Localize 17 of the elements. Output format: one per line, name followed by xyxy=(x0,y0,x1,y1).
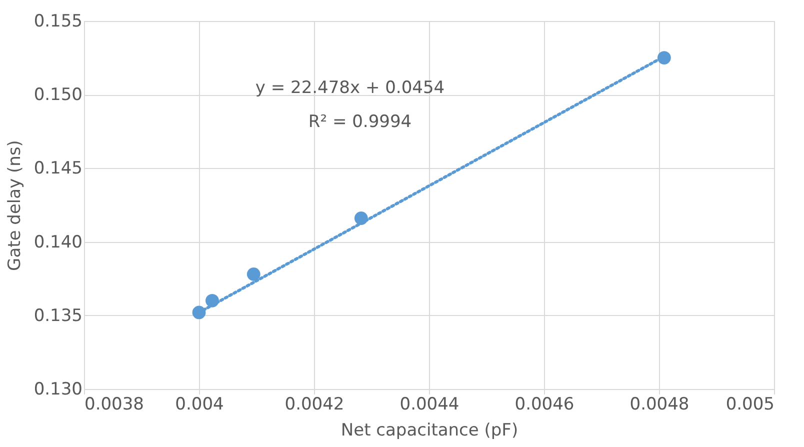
x-tick-label: 0.0038 xyxy=(84,394,144,414)
x-tick-label: 0.0042 xyxy=(284,394,344,414)
x-axis-title: Net capacitance (pF) xyxy=(340,420,518,440)
y-tick-label: 0.140 xyxy=(34,232,82,252)
x-tick-label: 0.0046 xyxy=(514,394,574,414)
y-tick-label: 0.130 xyxy=(34,380,82,400)
y-tick-label: 0.155 xyxy=(34,12,82,32)
y-tick-label: 0.145 xyxy=(34,158,82,179)
y-tick-label: 0.150 xyxy=(34,85,82,106)
x-tick-label: 0.0048 xyxy=(630,394,690,414)
annotation: R² = 0.9994 xyxy=(308,112,412,132)
x-tick-label: 0.004 xyxy=(175,394,224,414)
x-tick-label: 0.005 xyxy=(726,394,774,414)
y-axis-title: Gate delay (ns) xyxy=(4,140,25,271)
y-tick-label: 0.135 xyxy=(34,306,82,326)
annotation: y = 22.478x + 0.0454 xyxy=(255,78,445,98)
x-tick-label: 0.0044 xyxy=(400,394,460,414)
